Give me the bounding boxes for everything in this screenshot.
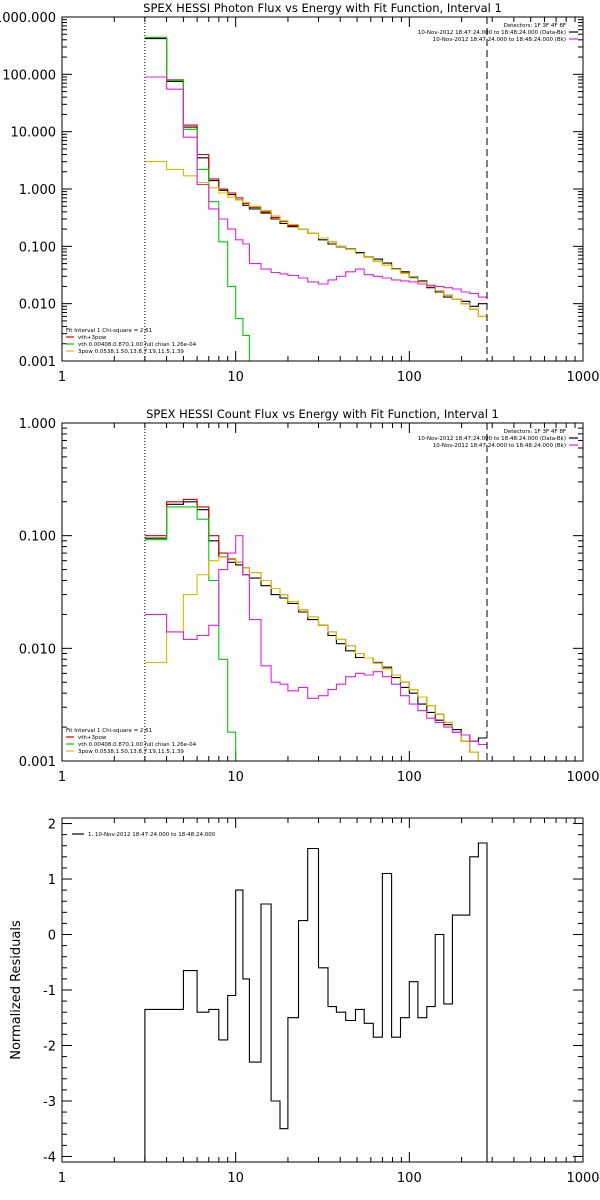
chart-title: SPEX HESSI Count Flux vs Energy with Fit… (146, 407, 499, 421)
y-axis-label: Normalized Residuals (9, 920, 24, 1060)
y-tick-label: 0 (48, 929, 56, 944)
y-tick-label: 2 (48, 818, 56, 833)
legend-entry: Detectors: 1F 3F 4F 8F (504, 429, 566, 435)
series-group (144, 842, 488, 1162)
x-tick-label: 10 (227, 370, 244, 385)
x-tick-label: 1000 (566, 770, 599, 785)
legend-entry: 10-Nov-2012 18:47:24.000 to 18:48:24.000… (418, 30, 566, 36)
legend-entry: 3pow 0.0538,1.50,13.8,7.19,11.5,1.39 (78, 349, 184, 355)
plot-frame (61, 16, 584, 362)
legend-bottom-left: Fit Interval 1 Chi-square = 2.61vth+3pow… (66, 728, 197, 755)
y-tick-label: 100.000 (2, 68, 56, 83)
legend-entry: vth+3pow (78, 335, 107, 341)
y-axis: -4 -3 -2 -1 0 1 2 (43, 818, 583, 1165)
legend-entry: 10-Nov-2012 18:47:24.000 to 18:48:24.000… (418, 436, 566, 442)
y-tick-label: 0.010 (19, 298, 56, 313)
y-tick-label: 0.001 (19, 355, 56, 370)
series-group (144, 498, 487, 761)
chart-2: SPEX HESSI Count Flux vs Energy with Fit… (19, 407, 600, 785)
y-tick-label: 10.000 (11, 126, 57, 141)
y-tick-label: 1.000 (19, 417, 56, 432)
series-line-1 (144, 842, 488, 1162)
y-tick-label: 1 (48, 873, 56, 888)
legend-entry: 10-Nov-2012 18:47:24.000 to 18:48:24.000… (433, 37, 566, 43)
x-tick-label: 10 (227, 1171, 244, 1186)
x-tick-label: 100 (397, 370, 422, 385)
series-line-4 (144, 556, 487, 761)
chart-1: SPEX HESSI Photon Flux vs Energy with Fi… (0, 1, 600, 385)
y-tick-label: 1000.000 (0, 11, 56, 26)
chart-title: SPEX HESSI Photon Flux vs Energy with Fi… (143, 1, 502, 15)
x-tick-label: 1 (58, 770, 66, 785)
series-line-2 (144, 36, 487, 317)
y-axis: 0.001 0.010 0.100 1.000 (19, 417, 583, 770)
x-tick-label: 10 (227, 770, 244, 785)
legend-entry: vth 0.00408,0.870,1.00 full chian 1.26e-… (78, 342, 197, 348)
legend-entry: 1. 10-Nov-2012 18:47:24.000 to 18:48:24.… (88, 832, 216, 838)
y-tick-label: 0.100 (19, 530, 56, 545)
legend-entry: Fit Interval 1 Chi-square = 2.61 (66, 728, 152, 734)
y-tick-label: 0.010 (19, 642, 56, 657)
legend-entry: Detectors: 1F 3F 4F 8F (504, 23, 566, 29)
x-axis: 1 10 100 1000 (58, 818, 600, 1186)
y-tick-label: -4 (43, 1150, 56, 1165)
x-tick-label: 1000 (566, 370, 599, 385)
legend-entry: 10-Nov-2012 18:47:24.000 to 18:48:24.000… (433, 443, 566, 449)
legend-entry: 3pow 0.0538,1.50,13.8,7.19,11.5,1.39 (78, 749, 184, 755)
x-tick-label: 1 (58, 370, 66, 385)
legend-entry: vth 0.00408,0.870,1.00 full chian 1.26e-… (78, 742, 197, 748)
series-group (144, 36, 487, 361)
plot-frame (61, 422, 584, 762)
y-tick-label: -1 (43, 984, 56, 999)
y-tick-label: 0.001 (19, 755, 56, 770)
y-tick-label: 1.000 (19, 183, 56, 198)
legend-bottom-left: Fit Interval 1 Chi-square = 2.61vth+3pow… (66, 328, 197, 355)
x-tick-label: 100 (397, 770, 422, 785)
x-axis: 1 10 100 1000 (58, 17, 600, 385)
y-tick-label: -3 (43, 1095, 56, 1110)
x-tick-label: 1 (58, 1171, 66, 1186)
legend-entry: Fit Interval 1 Chi-square = 2.61 (66, 328, 152, 334)
plot-frame (61, 817, 584, 1163)
legend-top-left: 1. 10-Nov-2012 18:47:24.000 to 18:48:24.… (72, 832, 216, 838)
x-tick-label: 100 (397, 1171, 422, 1186)
y-tick-label: -2 (43, 1039, 56, 1054)
series-line-5 (144, 76, 487, 298)
x-axis: 1 10 100 1000 (58, 423, 600, 785)
series-line-5 (144, 535, 487, 746)
x-tick-label: 1000 (566, 1171, 599, 1186)
legend-entry: vth+3pow (78, 735, 107, 741)
series-line-3 (144, 36, 250, 361)
series-line-1 (144, 38, 487, 307)
y-axis: 0.001 0.010 0.100 1.000 10.000 100.000 1000.00… (0, 11, 583, 370)
y-tick-label: 0.100 (19, 240, 56, 255)
series-line-4 (144, 161, 487, 317)
